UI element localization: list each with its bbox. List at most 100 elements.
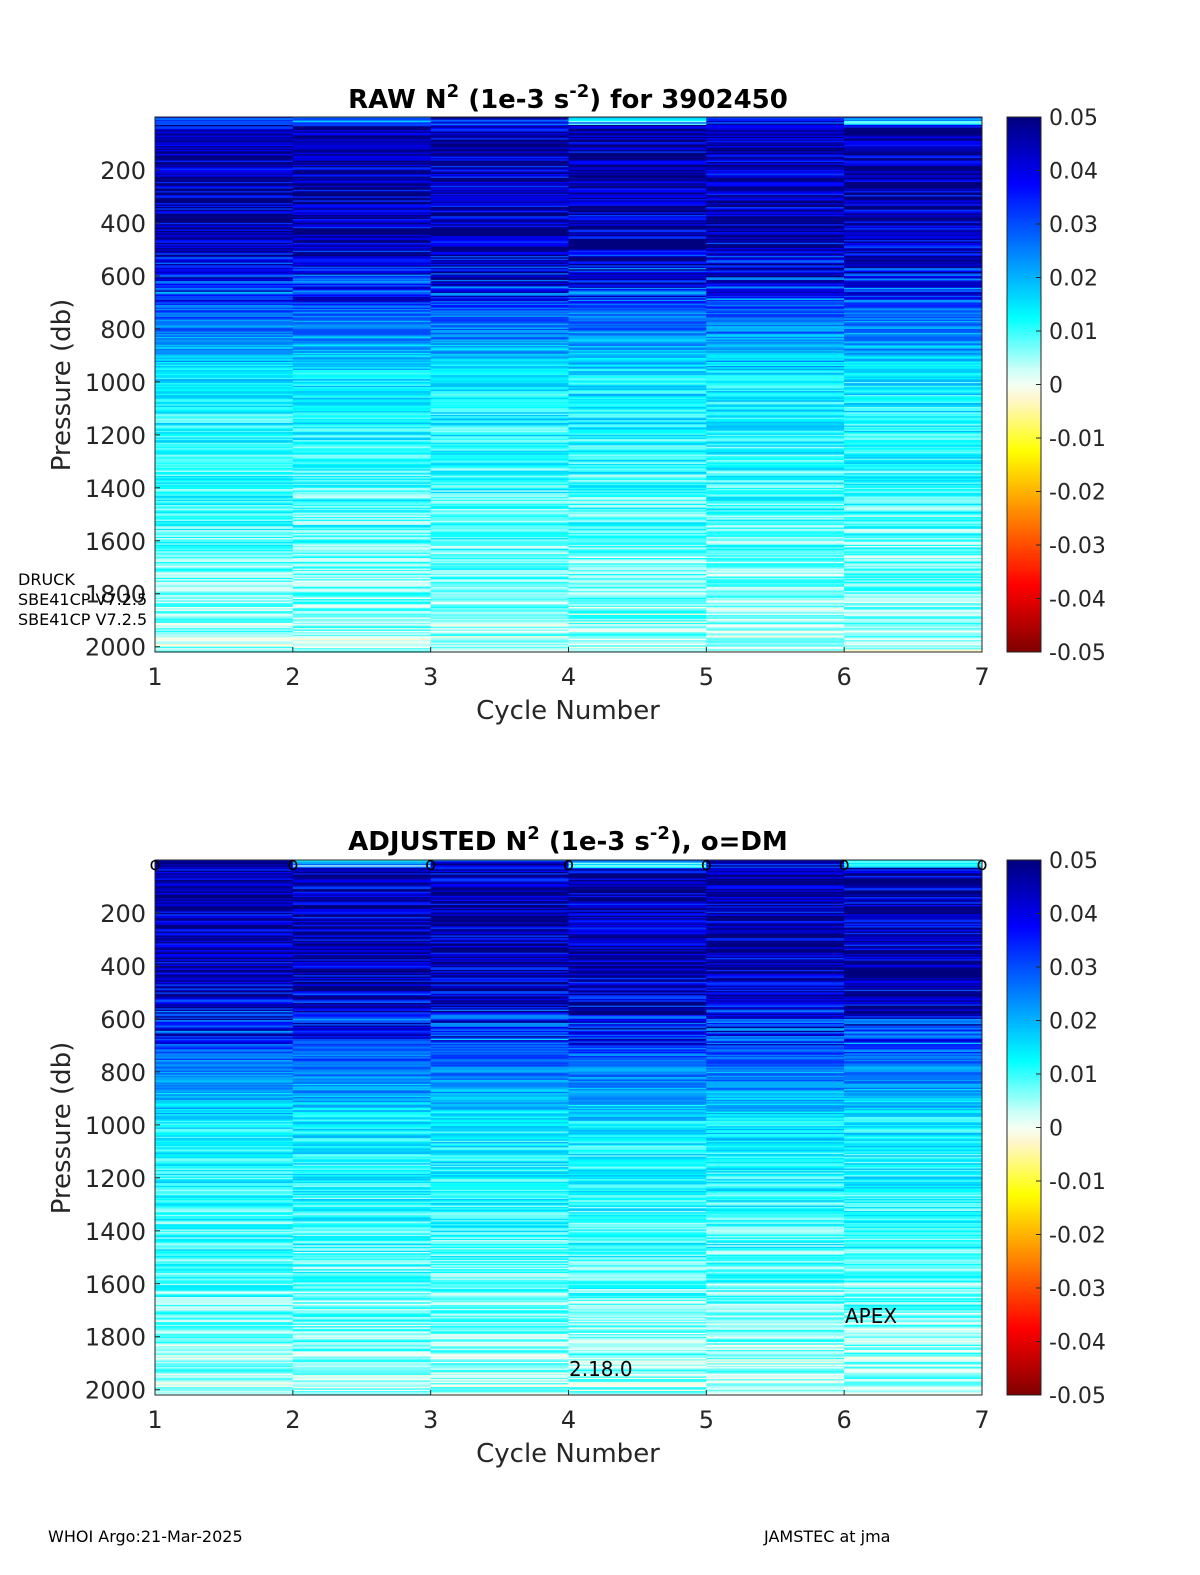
heatmap-cell: [706, 261, 845, 264]
heatmap-cell: [430, 150, 569, 153]
heatmap-cell: [430, 1004, 569, 1007]
heatmap-cell: [292, 335, 432, 338]
heatmap-cell: [430, 413, 569, 416]
heatmap-cell: [568, 169, 707, 172]
heatmap-cell: [292, 180, 432, 183]
heatmap-cell: [430, 1349, 569, 1352]
heatmap-cell: [430, 971, 569, 974]
x-tick-label: 7: [974, 1406, 989, 1434]
heatmap-cell: [430, 955, 569, 958]
heatmap-cell: [155, 436, 294, 439]
heatmap-cell: [430, 184, 569, 187]
heatmap-cell: [568, 410, 707, 413]
heatmap-cell: [568, 1237, 707, 1240]
heatmap-cell: [155, 1179, 294, 1182]
heatmap-cell: [155, 907, 294, 910]
heatmap-cell: [568, 281, 707, 284]
heatmap-cell: [155, 922, 294, 925]
heatmap: [155, 860, 983, 1396]
heatmap-cell: [844, 1005, 983, 1008]
heatmap-cell: [706, 1346, 845, 1348]
heatmap-cell: [568, 552, 707, 555]
heatmap-cell: [430, 380, 569, 383]
heatmap-cell: [568, 1098, 707, 1101]
heatmap-cell: [568, 416, 707, 419]
heatmap-cell: [844, 339, 983, 342]
heatmap-cell: [706, 254, 845, 257]
heatmap-cell: [568, 409, 707, 412]
heatmap-cell: [430, 260, 569, 262]
heatmap-cell: [155, 621, 294, 624]
heatmap-cell: [155, 466, 294, 469]
heatmap-cell: [844, 316, 983, 319]
heatmap-cell: [706, 1286, 845, 1289]
heatmap-cell: [706, 1049, 845, 1052]
heatmap-cell: [155, 452, 294, 454]
heatmap-cell: [706, 1006, 845, 1009]
heatmap-cell: [430, 1251, 569, 1254]
heatmap-cell: [568, 542, 707, 545]
heatmap-cell: [292, 204, 432, 207]
heatmap-cell: [292, 1339, 432, 1342]
heatmap-cell: [292, 1053, 432, 1056]
heatmap-cell: [568, 1123, 707, 1126]
heatmap-cell: [706, 601, 845, 604]
heatmap-cell: [706, 486, 845, 489]
heatmap-cell: [706, 356, 845, 359]
heatmap-cell: [430, 497, 569, 499]
heatmap-cell: [568, 569, 707, 572]
heatmap-cell: [568, 305, 707, 307]
heatmap-cell: [568, 644, 707, 646]
heatmap-cell: [292, 213, 432, 216]
heatmap-cell: [568, 632, 707, 635]
heatmap-cell: [292, 176, 432, 179]
heatmap-cell: [568, 466, 707, 469]
heatmap-cell: [568, 575, 707, 578]
heatmap-cell: [292, 320, 432, 323]
heatmap-cell: [292, 309, 432, 311]
heatmap-cell: [430, 1077, 569, 1080]
heatmap-cell: [430, 1383, 569, 1386]
heatmap-cell: [568, 1348, 707, 1351]
x-tick-label: 1: [147, 663, 162, 691]
heatmap-cell: [568, 1210, 707, 1213]
heatmap-cell: [568, 197, 707, 200]
heatmap-cell: [844, 1073, 983, 1076]
heatmap-cell: [155, 168, 294, 171]
heatmap-cell: [706, 331, 845, 334]
heatmap-cell: [155, 502, 294, 505]
heatmap-cell: [568, 1392, 707, 1395]
heatmap-cell: [706, 213, 845, 216]
heatmap-cell: [568, 181, 707, 184]
heatmap-cell: [568, 122, 707, 125]
heatmap-cell: [430, 410, 569, 413]
heatmap-cell: [568, 154, 707, 157]
heatmap-cell: [292, 1123, 432, 1126]
heatmap-cell: [292, 380, 432, 383]
heatmap-cell: [430, 1146, 569, 1148]
heatmap-cell: [292, 540, 432, 543]
heatmap-cell: [430, 1163, 569, 1166]
heatmap-cell: [706, 1281, 845, 1284]
heatmap-cell: [706, 481, 845, 484]
heatmap-cell: [430, 289, 569, 292]
heatmap-cell: [568, 963, 707, 966]
heatmap-cell: [568, 885, 707, 888]
heatmap-cell: [292, 520, 432, 523]
heatmap-cell: [430, 471, 569, 474]
heatmap-cell: [844, 289, 983, 292]
heatmap-cell: [568, 1139, 707, 1142]
heatmap-cell: [844, 875, 983, 878]
heatmap-cell: [568, 1340, 707, 1343]
heatmap-cell: [706, 376, 845, 379]
heatmap-cell: [706, 1250, 845, 1253]
heatmap-cell: [568, 600, 707, 603]
heatmap-cell: [568, 1245, 707, 1248]
heatmap-cell: [292, 1258, 432, 1261]
heatmap-cell: [844, 633, 983, 636]
heatmap-cell: [844, 164, 983, 167]
heatmap-cell: [706, 1279, 845, 1282]
heatmap-cell: [155, 637, 294, 640]
heatmap-cell: [155, 403, 294, 405]
heatmap-cell: [155, 515, 294, 518]
